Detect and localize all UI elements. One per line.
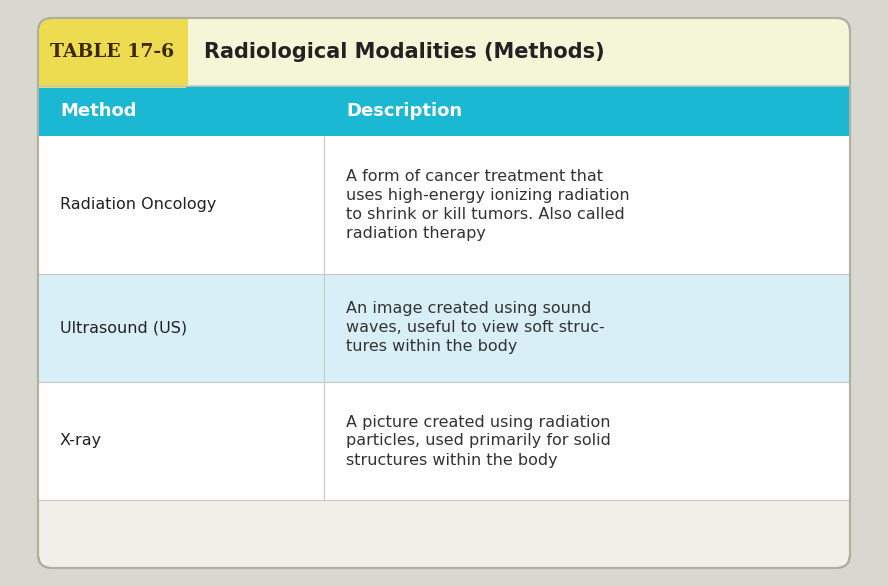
Text: radiation therapy: radiation therapy bbox=[346, 226, 486, 241]
Text: TABLE 17-6: TABLE 17-6 bbox=[50, 43, 174, 61]
Text: Description: Description bbox=[346, 102, 462, 120]
FancyBboxPatch shape bbox=[38, 18, 850, 568]
Text: to shrink or kill tumors. Also called: to shrink or kill tumors. Also called bbox=[346, 207, 625, 222]
Text: particles, used primarily for solid: particles, used primarily for solid bbox=[346, 434, 611, 448]
Text: Ultrasound (US): Ultrasound (US) bbox=[60, 321, 187, 336]
Bar bbox=[38, 136, 850, 274]
Text: Radiological Modalities (Methods): Radiological Modalities (Methods) bbox=[204, 42, 605, 62]
Text: waves, useful to view soft struc-: waves, useful to view soft struc- bbox=[346, 321, 605, 336]
Text: structures within the body: structures within the body bbox=[346, 452, 558, 468]
Text: An image created using sound: An image created using sound bbox=[346, 302, 591, 316]
Bar bbox=[38, 382, 850, 500]
Text: X-ray: X-ray bbox=[60, 434, 102, 448]
Bar bbox=[38, 52, 186, 88]
Bar bbox=[38, 274, 850, 382]
Text: A form of cancer treatment that: A form of cancer treatment that bbox=[346, 169, 603, 184]
Text: Method: Method bbox=[60, 102, 137, 120]
Bar bbox=[38, 86, 850, 136]
FancyBboxPatch shape bbox=[38, 18, 186, 86]
FancyBboxPatch shape bbox=[38, 18, 850, 86]
Text: tures within the body: tures within the body bbox=[346, 339, 518, 355]
Text: uses high-energy ionizing radiation: uses high-energy ionizing radiation bbox=[346, 188, 630, 203]
Bar bbox=[38, 52, 850, 88]
Bar bbox=[112, 18, 188, 86]
Text: A picture created using radiation: A picture created using radiation bbox=[346, 414, 610, 430]
Text: Radiation Oncology: Radiation Oncology bbox=[60, 197, 217, 213]
